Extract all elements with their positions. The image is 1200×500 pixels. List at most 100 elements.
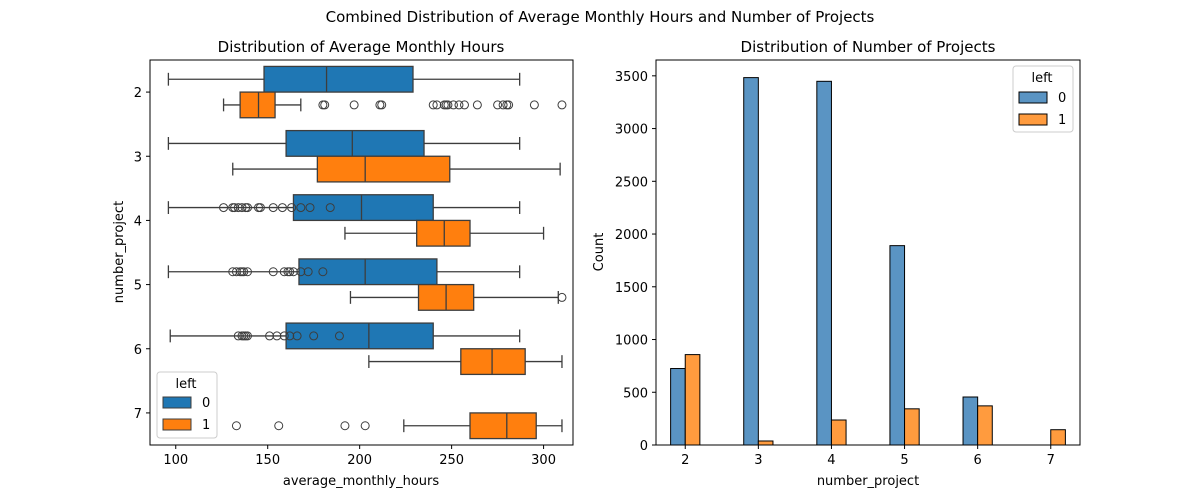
bar-legend-title: left xyxy=(1031,71,1052,86)
box-iqr xyxy=(292,194,434,222)
boxplot-y-axis: 2 3 4 5 6 7 xyxy=(134,86,150,422)
box-outlier xyxy=(242,267,252,277)
boxplot-ytick-label: 5 xyxy=(134,279,142,294)
bar-xlabel: number_project xyxy=(817,474,919,489)
boxplot-axes-frame xyxy=(149,59,574,446)
box-outlier xyxy=(274,421,284,431)
box-outlier xyxy=(233,203,243,213)
box-outlier xyxy=(287,203,297,213)
box-outlier xyxy=(375,100,385,110)
box-outlier xyxy=(285,267,295,277)
box-iqr xyxy=(460,348,526,376)
boxplot-legend-swatch-1 xyxy=(162,418,192,431)
box-outlier xyxy=(320,100,330,110)
boxplot-legend-label-1: 1 xyxy=(202,418,210,433)
bar-1-5 xyxy=(904,408,920,446)
boxplot-x-axis: 100 150 200 250 300 xyxy=(163,445,556,468)
bar-plot-area xyxy=(670,77,1066,446)
box-outlier xyxy=(268,267,278,277)
bar-0-5 xyxy=(889,245,906,446)
bar-ytick-label: 3000 xyxy=(615,123,648,138)
box-outlier xyxy=(255,203,265,213)
box-outlier xyxy=(443,100,453,110)
boxplot-legend-swatch-0 xyxy=(162,396,192,409)
bar-legend-label-0: 0 xyxy=(1058,91,1066,106)
box-iqr xyxy=(469,412,537,440)
boxplot-ytick-label: 6 xyxy=(134,343,142,358)
box-outlier xyxy=(377,100,387,110)
box-iqr xyxy=(316,155,451,183)
bar-x-axis: 2 3 4 5 6 7 xyxy=(681,445,1055,468)
bar-legend-swatch-1 xyxy=(1018,113,1048,126)
bar-title: Distribution of Number of Projects xyxy=(741,38,996,56)
box-outlier xyxy=(472,100,482,110)
bar-legend: left 0 1 xyxy=(1012,65,1074,133)
box-iqr xyxy=(239,91,276,119)
bar-0-4 xyxy=(816,80,832,446)
box-outlier xyxy=(498,100,508,110)
box-outlier xyxy=(265,331,275,341)
box-outlier xyxy=(360,421,370,431)
box-iqr xyxy=(285,322,434,350)
boxplot-plot-area xyxy=(167,65,567,440)
bar-xtick-label: 4 xyxy=(827,453,835,468)
bar-ytick-label: 2500 xyxy=(615,175,648,190)
box-outlier xyxy=(237,203,247,213)
box-outlier xyxy=(285,331,295,341)
box-outlier xyxy=(529,100,539,110)
box-outlier xyxy=(233,331,243,341)
box-outlier xyxy=(459,100,469,110)
bar-ytick-label: 2000 xyxy=(615,228,648,243)
box-outlier xyxy=(340,421,350,431)
box-outlier xyxy=(230,203,240,213)
bar-0-2 xyxy=(670,368,686,446)
box-outlier xyxy=(325,203,335,213)
boxplot-ytick-label: 7 xyxy=(134,407,142,422)
box-outlier xyxy=(318,100,328,110)
bar-ytick-label: 1500 xyxy=(615,281,648,296)
bar-y-axis: 0 500 1000 1500 2000 2500 3000 3500 xyxy=(615,70,656,454)
boxplot-ytick-label: 2 xyxy=(134,86,142,101)
box-outlier xyxy=(448,100,458,110)
boxplot-title: Distribution of Average Monthly Hours xyxy=(218,38,505,56)
boxplot-xtick-label: 250 xyxy=(439,453,464,468)
bar-1-2 xyxy=(684,354,701,446)
bar-1-6 xyxy=(977,405,993,446)
bar-ylabel: Count xyxy=(592,233,607,272)
box-outlier xyxy=(305,203,315,213)
box-outlier xyxy=(242,203,252,213)
box-outlier xyxy=(272,331,282,341)
box-outlier xyxy=(296,267,306,277)
bar-0-3 xyxy=(743,77,759,446)
box-outlier xyxy=(334,331,344,341)
box-outlier xyxy=(309,331,319,341)
bar-ytick-label: 0 xyxy=(640,439,648,454)
bar-legend-label-1: 1 xyxy=(1058,113,1066,128)
box-outlier xyxy=(228,267,238,277)
boxplot-legend-title: left xyxy=(175,377,196,392)
figure-suptitle: Combined Distribution of Average Monthly… xyxy=(326,8,875,26)
boxplot-ylabel: number_project xyxy=(112,201,127,303)
box-outlier xyxy=(292,331,302,341)
box-outlier xyxy=(318,267,328,277)
bar-xtick-label: 7 xyxy=(1047,453,1055,468)
box-outlier xyxy=(504,100,514,110)
boxplot-legend-label-0: 0 xyxy=(202,396,210,411)
bar-0-6 xyxy=(962,396,979,446)
box-outlier xyxy=(239,267,249,277)
box-outlier xyxy=(441,100,451,110)
boxplot-xtick-label: 200 xyxy=(347,453,372,468)
bar-1-7 xyxy=(1050,429,1066,446)
boxplot-xtick-label: 100 xyxy=(163,453,188,468)
box-outlier xyxy=(493,100,503,110)
bar-ytick-label: 1000 xyxy=(615,334,648,349)
box-outlier xyxy=(454,100,464,110)
bar-xtick-label: 6 xyxy=(974,453,982,468)
box-outlier xyxy=(288,267,298,277)
bar-xtick-label: 3 xyxy=(754,453,762,468)
bar-1-3 xyxy=(757,440,774,446)
box-outlier xyxy=(557,100,567,110)
bar-axes-frame xyxy=(655,59,1081,446)
